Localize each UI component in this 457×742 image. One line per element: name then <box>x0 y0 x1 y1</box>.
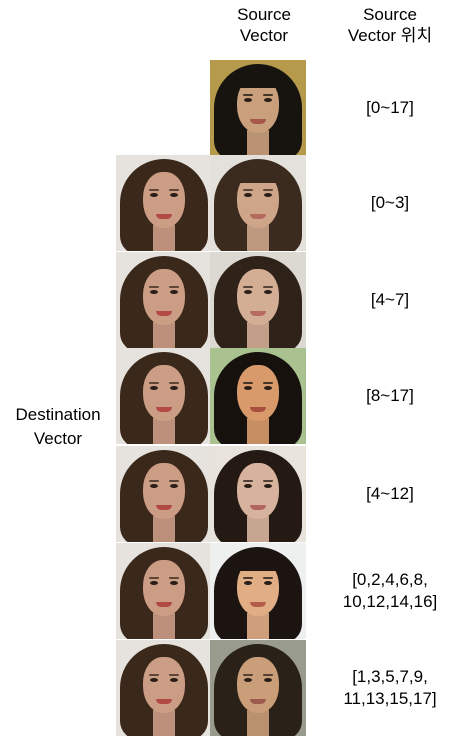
destination-face-image <box>116 348 212 444</box>
source-vector-position-label: [0~3] <box>370 193 410 212</box>
source-vector-position-label: [4~12] <box>366 484 414 503</box>
destination-face-image <box>116 543 212 639</box>
source-vector-position-label: [1,3,5,7,9, 11,13,15,17] <box>343 667 437 708</box>
header-source-vector: Source Vector <box>237 5 291 45</box>
destination-vector-label: Destination Vector <box>15 405 101 448</box>
destination-face-image <box>116 640 212 736</box>
result-face-image <box>210 348 306 444</box>
result-face-image <box>210 252 306 348</box>
source-vector-position-label: [4~7] <box>370 290 410 309</box>
result-face-image <box>210 155 306 251</box>
header-source-vector-position: Source Vector 위치 <box>347 5 433 45</box>
result-face-image <box>210 543 306 639</box>
destination-face-image <box>116 446 212 542</box>
result-face-image <box>210 446 306 542</box>
result-face-image <box>210 60 306 156</box>
source-vector-position-label: [8~17] <box>366 386 414 405</box>
source-vector-position-label: [0,2,4,6,8, 10,12,14,16] <box>342 570 438 611</box>
source-vector-position-label: [0~17] <box>366 98 414 117</box>
destination-face-image <box>116 155 212 251</box>
result-face-image <box>210 640 306 736</box>
destination-face-image <box>116 252 212 348</box>
